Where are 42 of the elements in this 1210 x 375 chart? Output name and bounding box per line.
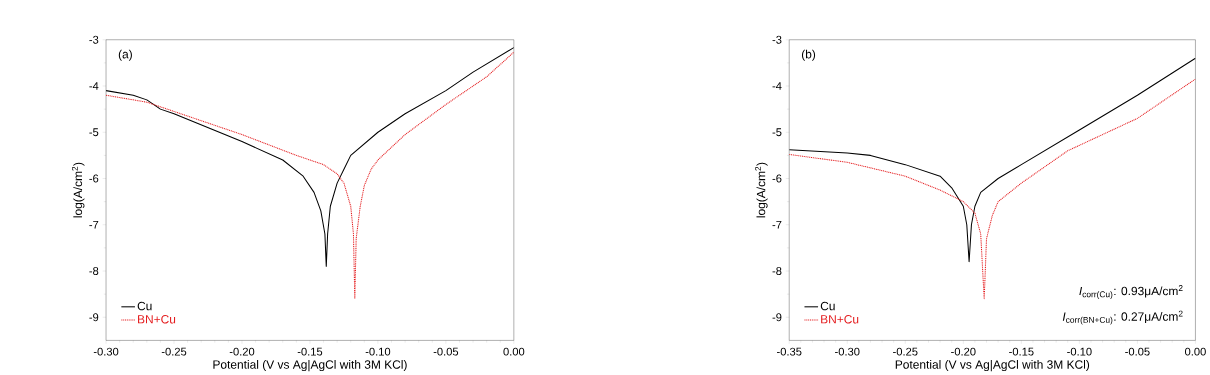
annotation: (a)	[118, 49, 132, 61]
line-series	[789, 78, 1196, 300]
x-tick-label: -0.35	[777, 347, 802, 356]
annotation: I$_{corr(Cu)}$: 0.93μA/cm$^{2}$	[1079, 285, 1183, 300]
y-axis-title: log(A/cm$^{2}$)	[755, 162, 768, 218]
x-tick-label: -0.15	[1009, 347, 1034, 356]
x-tick-label: -0.10	[1067, 347, 1092, 356]
y-tick-label: -7	[89, 220, 99, 229]
x-tick-label: 0.00	[503, 347, 525, 356]
y-tick-label: -8	[772, 267, 782, 276]
y-tick-label: -8	[89, 267, 99, 276]
y-tick-label: -7	[772, 220, 782, 229]
legend-label: BN+Cu	[821, 315, 859, 324]
annotation: I$_{corr(BN+Cu)}$: 0.27μA/cm$^{2}$	[1062, 310, 1183, 325]
x-tick-label: -0.10	[365, 347, 391, 356]
y-tick-label: -6	[89, 174, 99, 183]
y-axis-title: log(A/cm$^{2}$)	[71, 162, 85, 218]
legend-label: BN+Cu	[138, 315, 176, 324]
y-tick-label: -9	[89, 313, 99, 322]
y-tick-label: -3	[772, 35, 782, 44]
x-axis-title: Potential (V vs Ag|AgCl with 3M KCl)	[213, 360, 407, 372]
x-tick-label: -0.20	[229, 347, 255, 356]
x-tick-label: -0.05	[433, 347, 459, 356]
y-tick-label: -6	[772, 174, 782, 183]
annotation: (b)	[801, 49, 816, 61]
legend-label: Cu	[137, 301, 152, 311]
y-tick-label: -5	[89, 128, 99, 137]
x-tick-label: 0.00	[1185, 347, 1206, 356]
x-tick-label: -0.25	[893, 347, 918, 356]
x-tick-label: -0.25	[161, 347, 187, 356]
y-tick-label: -4	[772, 82, 782, 90]
legend-label: Cu	[820, 301, 835, 311]
x-tick-label: -0.30	[93, 347, 119, 356]
x-tick-label: -0.30	[835, 347, 860, 356]
x-tick-label: -0.15	[297, 347, 323, 356]
x-axis-title: Potential (V vs Ag|AgCl with 3M KCl)	[895, 360, 1090, 372]
y-tick-label: -4	[89, 82, 99, 90]
x-tick-label: -0.20	[951, 347, 976, 356]
y-tick-label: -5	[772, 128, 782, 137]
x-tick-label: -0.05	[1125, 347, 1150, 356]
y-tick-label: -9	[772, 313, 782, 322]
y-tick-label: -3	[89, 35, 99, 44]
